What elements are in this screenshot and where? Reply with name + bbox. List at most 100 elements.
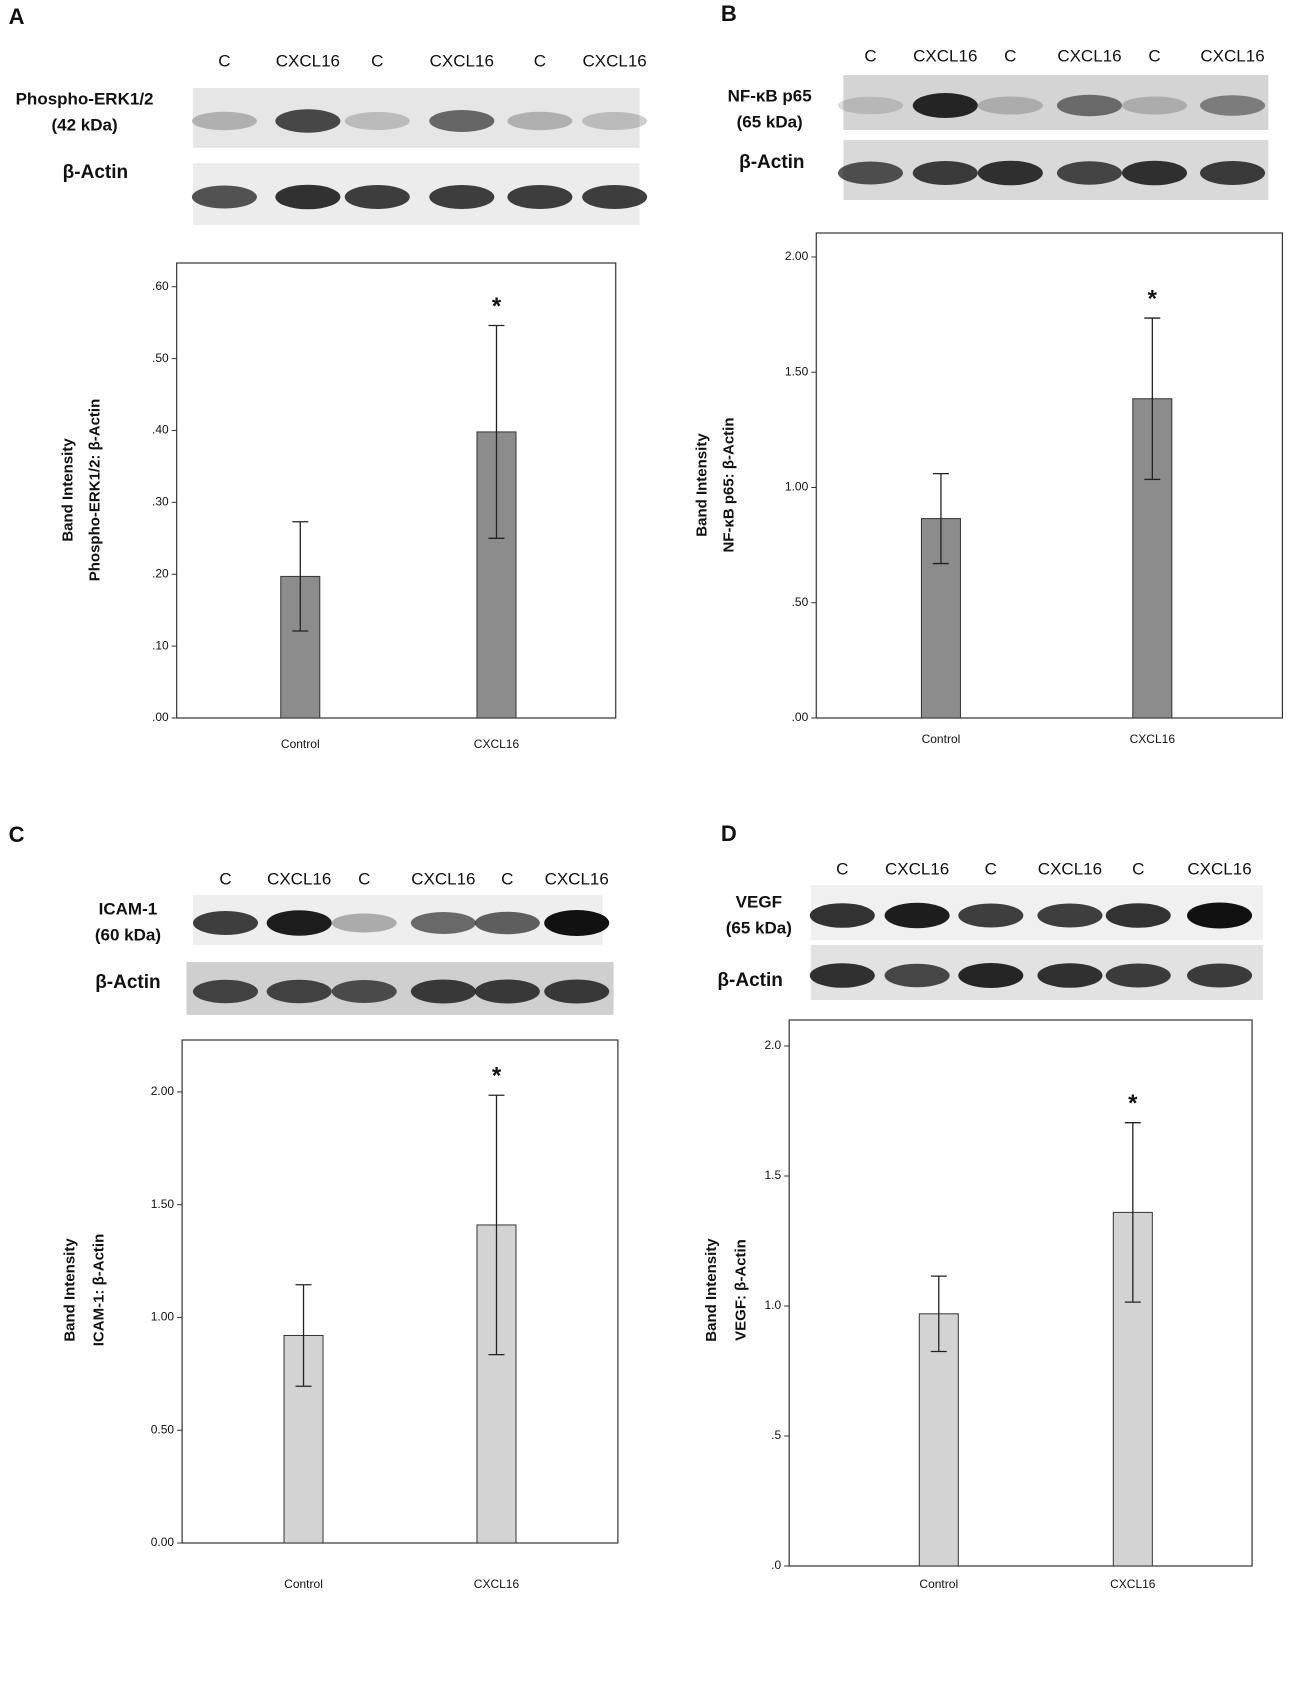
blot-band — [1187, 902, 1253, 929]
blot-band — [1105, 963, 1171, 988]
y-tick-label: .10 — [152, 638, 169, 652]
blot-label: (42 kDa) — [51, 115, 117, 134]
blot-band — [977, 160, 1043, 186]
lane-label: CXCL16 — [1200, 46, 1264, 65]
blot-band — [429, 185, 495, 209]
bar — [918, 1313, 959, 1567]
blot-band — [1037, 963, 1103, 988]
x-tick-label: Control — [919, 1577, 958, 1591]
blot-band — [582, 185, 648, 209]
lane-label: C — [985, 859, 997, 878]
blot-band — [474, 911, 540, 935]
y-tick-label: .00 — [792, 710, 809, 724]
y-axis-label: Band Intensity — [703, 1238, 720, 1342]
y-tick-label: .50 — [792, 595, 809, 609]
blot-band — [884, 963, 950, 988]
plot-frame — [788, 1019, 1253, 1567]
lane-label: C — [358, 869, 370, 888]
panel-letter: D — [721, 821, 737, 846]
x-tick-label: Control — [922, 732, 961, 746]
blot-band — [191, 111, 257, 131]
lane-label: CXCL16 — [583, 51, 647, 70]
lane-label: C — [501, 869, 513, 888]
lane-label: CXCL16 — [411, 869, 475, 888]
lane-label: C — [1148, 46, 1160, 65]
y-tick-label: .50 — [152, 351, 169, 365]
lane-label: CXCL16 — [1057, 46, 1121, 65]
blot — [192, 163, 640, 225]
blot-band — [1200, 161, 1266, 185]
lane-label: CXCL16 — [1187, 859, 1251, 878]
y-axis-label: Band Intensity — [61, 1238, 78, 1342]
y-axis-label: Band Intensity — [693, 433, 710, 537]
blot-band — [344, 112, 410, 130]
lane-label: CXCL16 — [267, 869, 331, 888]
blot-band — [912, 93, 978, 118]
y-axis-label: Band Intensity — [59, 438, 76, 542]
y-tick-label: .5 — [771, 1428, 781, 1442]
blot-band — [977, 96, 1043, 115]
y-axis-label: Phospho-ERK1/2: β-Actin — [86, 399, 103, 582]
lane-label: C — [371, 51, 383, 70]
lane-label: C — [1004, 46, 1016, 65]
blot-label: (65 kDa) — [726, 918, 792, 937]
lane-label: CXCL16 — [430, 51, 494, 70]
y-tick-label: .40 — [152, 423, 169, 437]
y-tick-label: 1.00 — [785, 480, 809, 494]
blot-band — [1200, 95, 1266, 116]
blot-band — [582, 112, 648, 130]
actin-label: β-Actin — [717, 970, 782, 991]
blot-band — [1056, 161, 1122, 185]
blot-band — [884, 902, 950, 929]
blot-band — [474, 979, 540, 1004]
panel-letter: C — [9, 822, 25, 847]
y-tick-label: 1.50 — [785, 364, 809, 378]
lane-label: C — [219, 869, 231, 888]
blot-label: Phospho-ERK1/2 — [16, 89, 154, 108]
lane-label: CXCL16 — [276, 51, 340, 70]
x-tick-label: CXCL16 — [474, 737, 520, 751]
blot-band — [266, 910, 332, 936]
blot-band — [958, 963, 1024, 988]
y-axis-label: VEGF: β-Actin — [732, 1239, 749, 1341]
blot-band — [507, 185, 573, 209]
blot-band — [912, 161, 978, 185]
x-tick-label: Control — [281, 737, 320, 751]
blot-band — [275, 184, 341, 210]
y-tick-label: 0.50 — [151, 1422, 175, 1436]
blot-band — [191, 185, 257, 209]
blot-band — [1187, 963, 1253, 988]
y-tick-label: .60 — [152, 279, 169, 293]
blot-label: (60 kDa) — [95, 925, 161, 944]
lane-label: C — [1132, 859, 1144, 878]
y-axis-label: ICAM-1: β-Actin — [91, 1234, 108, 1346]
y-tick-label: 1.50 — [151, 1197, 175, 1211]
y-axis-label: NF-κB p65: β-Actin — [721, 417, 738, 552]
blot-band — [544, 910, 610, 936]
y-tick-label: .00 — [152, 710, 169, 724]
lane-label: CXCL16 — [1038, 859, 1102, 878]
actin-label: β-Actin — [739, 152, 804, 173]
blot-band — [192, 979, 258, 1004]
blot-band — [958, 903, 1024, 928]
y-tick-label: .20 — [152, 566, 169, 580]
blot — [192, 88, 640, 148]
plot-frame — [815, 232, 1284, 719]
blot-band — [331, 980, 397, 1003]
lane-label: CXCL16 — [913, 46, 977, 65]
y-tick-label: 1.00 — [151, 1310, 175, 1324]
blot-band — [837, 161, 903, 185]
y-tick-label: .0 — [771, 1558, 781, 1572]
panel-letter: A — [9, 4, 25, 29]
blot-band — [1056, 94, 1122, 117]
blot — [186, 962, 614, 1015]
blot-band — [192, 911, 258, 935]
significance-marker: * — [492, 293, 502, 320]
blot-band — [809, 963, 875, 988]
bar — [1112, 1211, 1153, 1567]
lane-label: CXCL16 — [545, 869, 609, 888]
x-tick-label: CXCL16 — [474, 1577, 520, 1591]
blot-band — [1121, 160, 1188, 186]
y-tick-label: 1.0 — [764, 1298, 781, 1312]
